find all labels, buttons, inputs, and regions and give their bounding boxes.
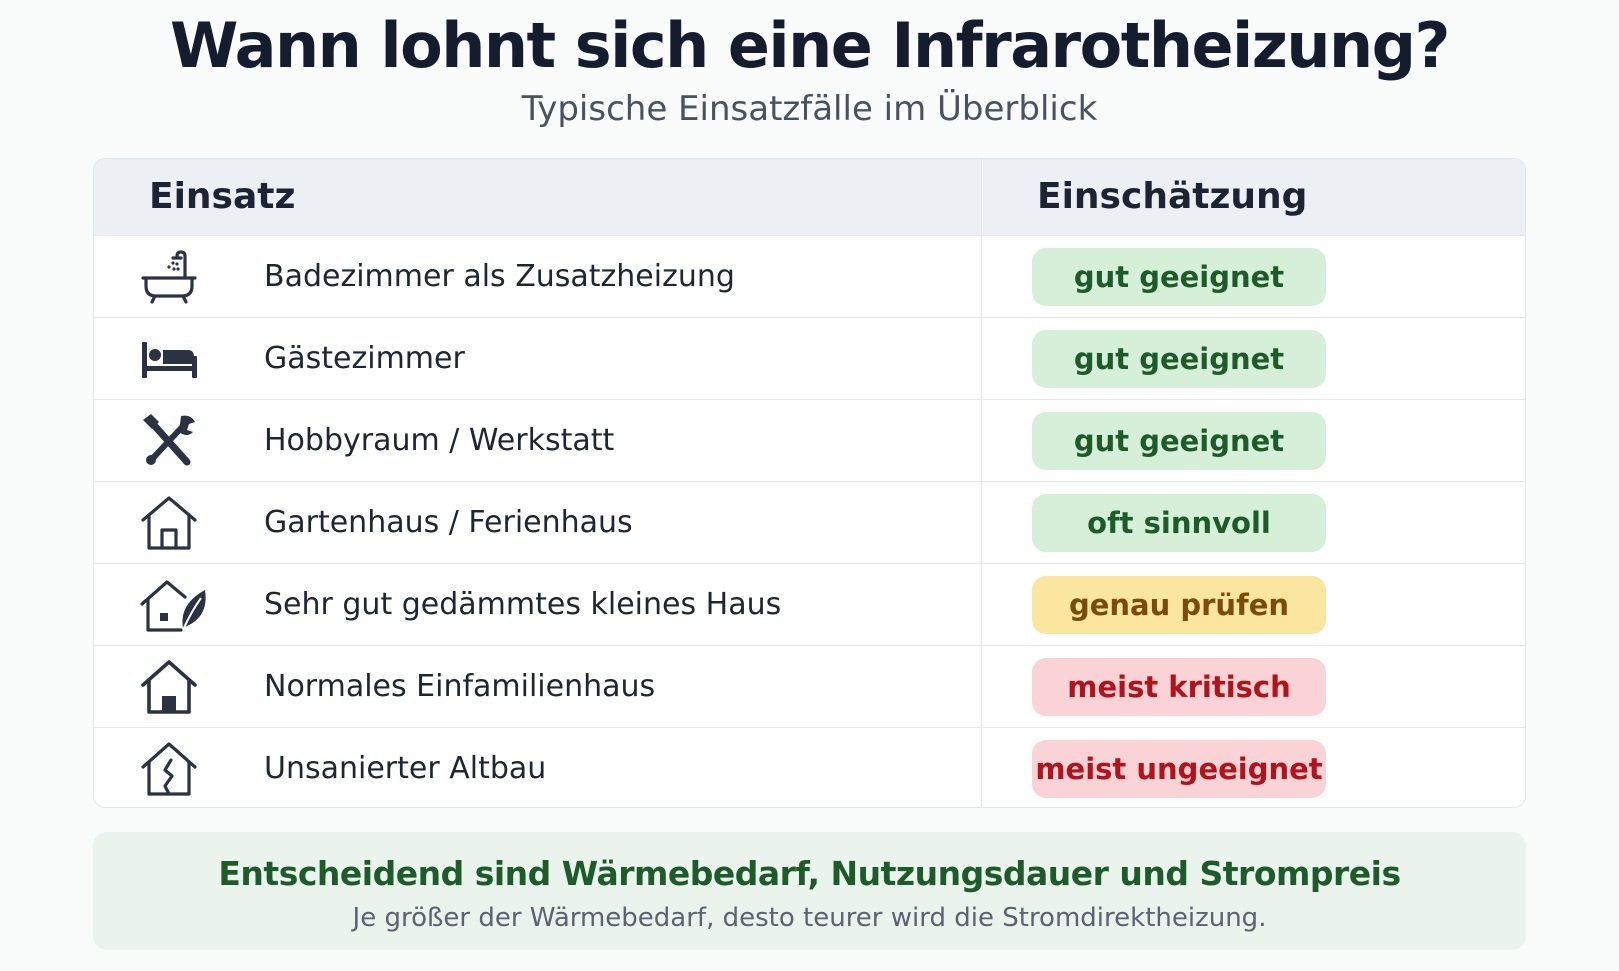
- row-label: Gästezimmer: [264, 341, 465, 376]
- row-label: Sehr gut gedämmtes kleines Haus: [264, 587, 782, 622]
- assessment-table: Einsatz Einschätzung: [93, 158, 1526, 808]
- page-title: Wann lohnt sich eine Infrarotheizung?: [170, 9, 1450, 82]
- house-leaf-icon: [139, 576, 211, 634]
- table-row: Hobbyraum / Werkstatt gut geeignet: [94, 399, 1525, 481]
- bathtub-icon: [139, 248, 199, 306]
- table-row: Gartenhaus / Ferienhaus oft sinnvoll: [94, 481, 1525, 563]
- house-outline-icon: [139, 494, 199, 552]
- status-badge: gut geeignet: [1032, 412, 1326, 470]
- summary-text: Je größer der Wärmebedarf, desto teurer …: [352, 903, 1267, 933]
- status-badge: meist kritisch: [1032, 658, 1326, 716]
- column-header-einschaetzung: Einschätzung: [1037, 176, 1308, 217]
- table-row: Normales Einfamilienhaus meist kritisch: [94, 645, 1525, 727]
- page-subtitle: Typische Einsatzfälle im Überblick: [521, 89, 1098, 129]
- table-row: Badezimmer als Zusatzheizung gut geeigne…: [94, 235, 1525, 317]
- summary-box: Entscheidend sind Wärmebedarf, Nutzungsd…: [93, 832, 1526, 950]
- row-label: Badezimmer als Zusatzheizung: [264, 259, 735, 294]
- column-divider: [981, 159, 982, 807]
- house-icon: [139, 658, 199, 716]
- row-label: Normales Einfamilienhaus: [264, 669, 656, 704]
- tools-icon: [139, 412, 199, 470]
- table-row: Sehr gut gedämmtes kleines Haus genau pr…: [94, 563, 1525, 645]
- table-header: Einsatz Einschätzung: [94, 159, 1525, 235]
- table-row: Unsanierter Altbau meist ungeeignet: [94, 727, 1525, 807]
- status-badge: gut geeignet: [1032, 330, 1326, 388]
- status-badge: oft sinnvoll: [1032, 494, 1326, 552]
- cracked-house-icon: [139, 740, 199, 798]
- row-label: Hobbyraum / Werkstatt: [264, 423, 615, 458]
- bed-icon: [139, 330, 199, 388]
- column-header-einsatz: Einsatz: [149, 176, 296, 217]
- table-row: Gästezimmer gut geeignet: [94, 317, 1525, 399]
- status-badge: meist ungeeignet: [1032, 740, 1326, 798]
- row-label: Unsanierter Altbau: [264, 751, 547, 786]
- summary-title: Entscheidend sind Wärmebedarf, Nutzungsd…: [218, 854, 1401, 893]
- status-badge: genau prüfen: [1032, 576, 1326, 634]
- row-label: Gartenhaus / Ferienhaus: [264, 505, 633, 540]
- status-badge: gut geeignet: [1032, 248, 1326, 306]
